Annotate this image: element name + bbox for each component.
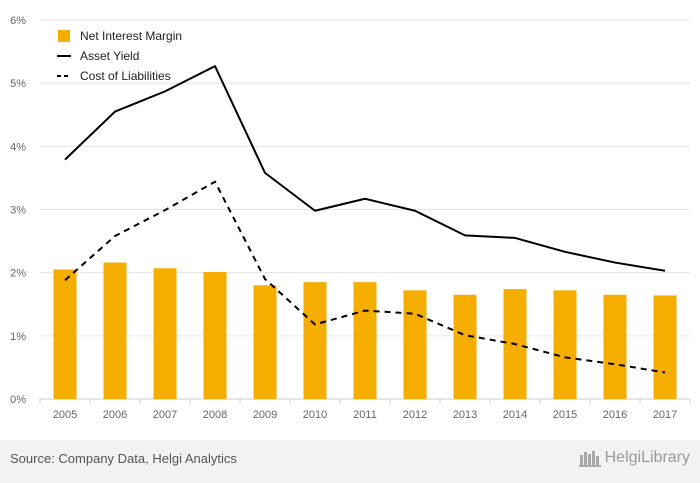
- x-tick-label: 2014: [503, 409, 527, 421]
- x-tick-label: 2017: [653, 409, 677, 421]
- x-tick-label: 2005: [53, 409, 77, 421]
- x-tick-label: 2009: [253, 409, 277, 421]
- x-tick-label: 2011: [353, 409, 377, 421]
- x-tick-label: 2015: [553, 409, 577, 421]
- brand-logo: HelgiLibrary: [578, 449, 690, 467]
- bar: [153, 268, 177, 399]
- library-icon: [578, 451, 601, 467]
- bar: [103, 262, 127, 399]
- brand-name: HelgiLibrary: [604, 449, 690, 466]
- bar: [453, 294, 477, 399]
- y-tick-label: 5%: [10, 78, 26, 90]
- bar: [303, 282, 327, 399]
- x-tick-label: 2016: [603, 409, 627, 421]
- legend-label: Asset Yield: [80, 49, 139, 63]
- source-note: Source: Company Data, Helgi Analytics: [10, 451, 237, 466]
- chart: 0% 1% 2% 3% 4% 5% 6% 2005 2006 2007 2008 2009 2010 20…: [10, 15, 691, 421]
- bar: [203, 272, 227, 399]
- bar: [403, 290, 427, 399]
- y-tick-label: 4%: [10, 141, 26, 153]
- legend-swatch: [58, 30, 70, 42]
- bar: [53, 269, 77, 399]
- footer: Source: Company Data, Helgi Analytics He…: [0, 440, 700, 483]
- asset-yield-line: [64, 65, 666, 272]
- chart-area: 0% 1% 2% 3% 4% 5% 6% 2005 2006 2007 2008 2009 2010 20…: [10, 15, 691, 421]
- bar: [353, 282, 377, 399]
- bar: [553, 290, 577, 399]
- legend-label: Net Interest Margin: [80, 29, 182, 43]
- y-tick-label: 6%: [10, 15, 26, 27]
- cost-of-liabilities-line: [64, 180, 666, 374]
- x-tick-label: 2010: [303, 409, 327, 421]
- x-tick-label: 2007: [153, 409, 177, 421]
- x-tick-label: 2013: [453, 409, 477, 421]
- x-tick-label: 2006: [103, 409, 127, 421]
- bar: [253, 285, 277, 399]
- x-tick-label: 2008: [203, 409, 227, 421]
- legend-label: Cost of Liabilities: [80, 69, 171, 83]
- bar: [653, 295, 677, 399]
- bar: [603, 294, 627, 399]
- y-tick-label: 1%: [10, 331, 26, 343]
- y-tick-label: 3%: [10, 205, 26, 217]
- x-tick-label: 2012: [403, 409, 427, 421]
- y-tick-label: 0%: [10, 394, 26, 406]
- y-tick-label: 2%: [10, 268, 26, 280]
